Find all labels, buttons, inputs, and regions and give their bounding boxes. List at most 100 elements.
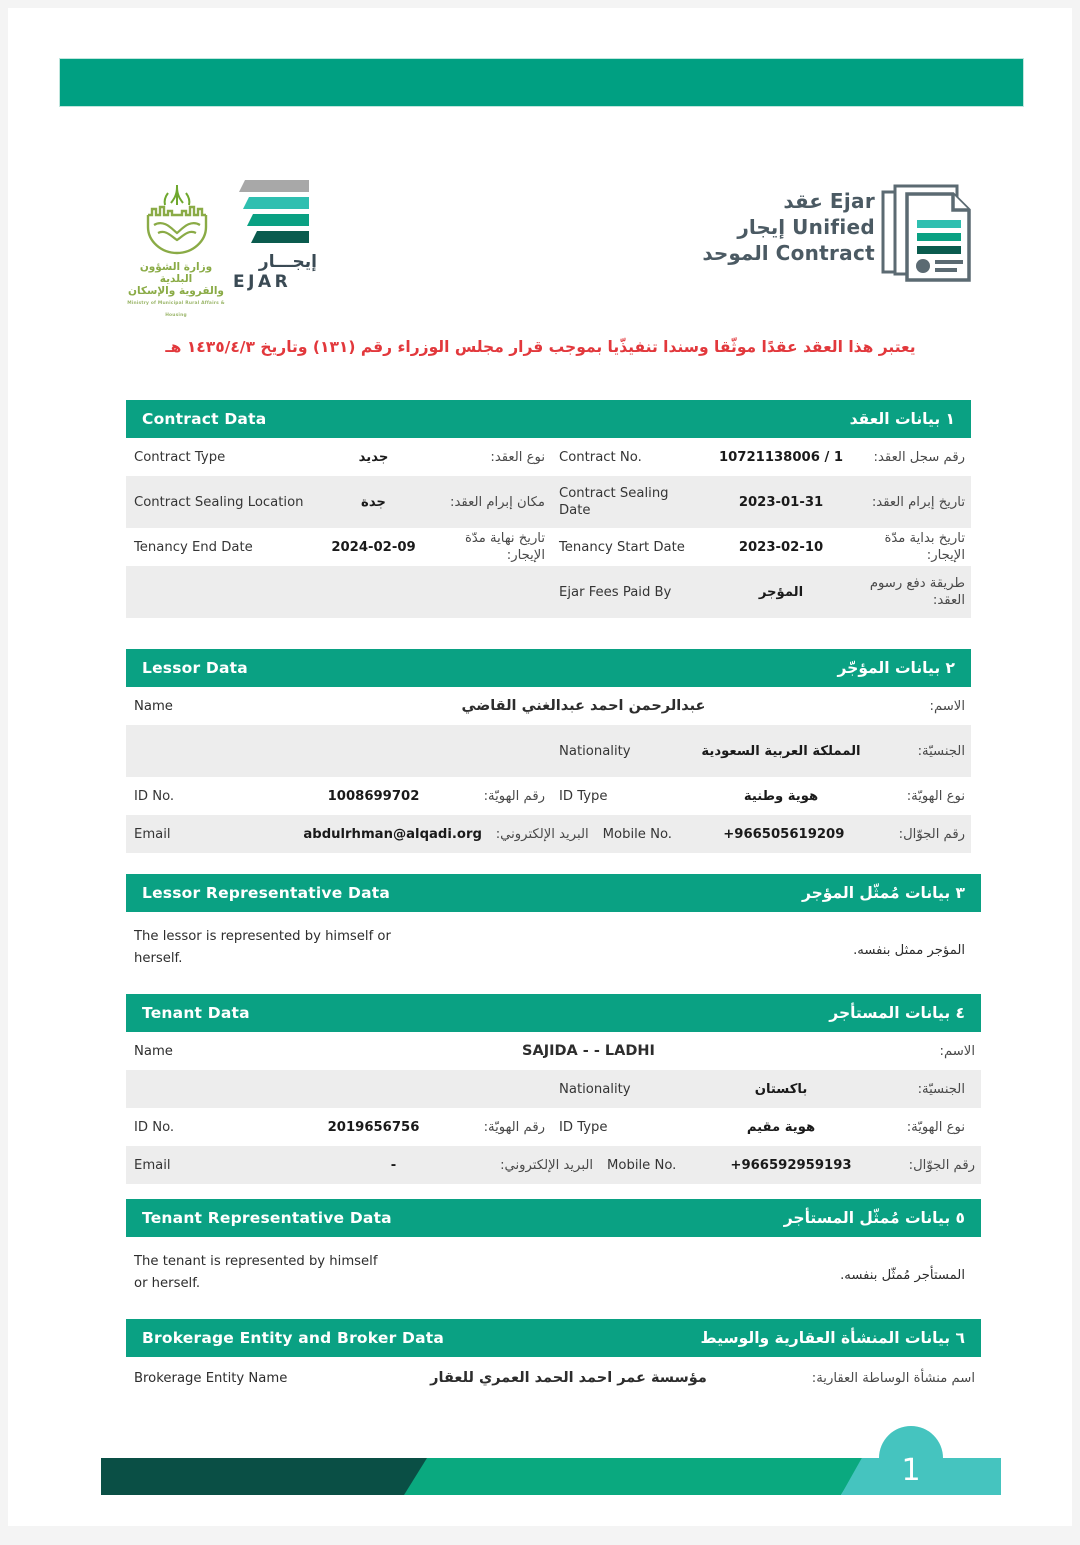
row-label-ar-left: تاريخ نهاية مدّة الإيجار: (464, 531, 545, 563)
row-label-ar-right: رقم الجوّال: (898, 826, 965, 842)
representative-statement-en: The tenant is represented by himself or … (134, 1254, 378, 1291)
row-label-ar-left: البريد الإلكتروني: (495, 826, 589, 842)
section-tenant-representative: Tenant Representative Data ٥ بيانات مُمث… (126, 1199, 981, 1315)
section-title-en: Brokerage Entity and Broker Data (142, 1329, 445, 1347)
ministry-en-line: Ministry of Municipal Rural Affairs & Ho… (127, 301, 225, 318)
page-footer: 1 (93, 1426, 1001, 1500)
section-contract-data: Contract Data ١ بيانات العقد Contract Ty… (126, 400, 971, 618)
row-value-name: SAJIDA - - LADHI (522, 1043, 655, 1059)
footer-bar-mid (404, 1458, 864, 1495)
row-label-ar-left: مكان إبرام العقد: (450, 494, 545, 510)
ejar-logo: إيجـــار EJAR (233, 176, 323, 296)
unified-contract-logo-text: عقد Ejar إيجار Unified الموحد Contract (675, 188, 875, 266)
section-title-ar: ٦ بيانات المنشأة العقارية والوسيط (700, 1329, 966, 1347)
row-value-right: 10721138006 / 1 (718, 449, 844, 465)
row-label-ar-right: اسم منشأة الوساطة العقارية: (811, 1370, 975, 1386)
section-tenant-data: Tenant Data ٤ بيانات المستأجر Name SAJID… (126, 994, 981, 1184)
section-title-en: Lessor Representative Data (142, 884, 391, 902)
ejar-logo-english: EJAR (233, 272, 292, 292)
row-value-left: 1008699702 (327, 788, 420, 804)
row-value-left: abdulrhman@alqadi.org (303, 826, 482, 842)
document-page: وزارة الشؤون البلدية والقروية والإسكان M… (8, 8, 1072, 1526)
row-label-en-left: ID No. (134, 788, 175, 804)
row-label-ar-right: الجنسيّة: (917, 743, 965, 759)
table-row: Contract Sealing Location جدة مكان إبرام… (126, 476, 971, 528)
row-value-name: عبدالرحمن احمد عبدالغني القاضي (461, 698, 706, 714)
row-label-en-left: ID No. (134, 1119, 175, 1135)
table-row: Contract Type جديد نوع العقد: Contract N… (126, 438, 971, 476)
row-label-en-right: ID Type (559, 1119, 608, 1135)
table-row: Ejar Fees Paid By المؤجر طريقة دفع رسوم … (126, 566, 971, 618)
row-value-right: هوية وطنية (743, 788, 819, 804)
page-number: 1 (901, 1453, 921, 1488)
row-label-ar-left: البريد الإلكتروني: (500, 1157, 593, 1173)
section-title-en: Contract Data (142, 410, 267, 428)
section-header-contract-data: Contract Data ١ بيانات العقد (126, 400, 971, 438)
ejar-logo-arabic: إيجـــار (258, 252, 317, 272)
row-label-en-left: Email (134, 1157, 171, 1173)
row-value-right: 2023-01-31 (738, 494, 824, 510)
row-label-ar-right: تاريخ بداية مدّة الإيجار: (884, 531, 965, 563)
row-label-en-right: ID Type (559, 788, 608, 804)
contract-logo-line1: عقد Ejar (783, 189, 875, 213)
table-row-name: Name SAJIDA - - LADHI الاسم: (126, 1032, 981, 1070)
section-lessor-representative: Lessor Representative Data ٣ بيانات مُمث… (126, 874, 981, 990)
row-label-en-left: Email (134, 826, 171, 842)
row-value-right: +966592959193 (730, 1157, 852, 1173)
row-label-en-left: Contract Sealing Location (134, 494, 304, 510)
contract-logo-line2: إيجار Unified (737, 215, 875, 239)
section-title-ar: ٣ بيانات مُمثّل المؤجر (801, 884, 965, 902)
ministry-logo-text: وزارة الشؤون البلدية والقروية والإسكان M… (126, 261, 226, 322)
row-label-ar-left: رقم الهويّة: (483, 1119, 545, 1135)
row-label-ar-right: رقم سجل العقد: (873, 449, 965, 465)
row-value-name: مؤسسة عمر احمد الحمد العمري للعقار (430, 1370, 707, 1386)
row-value-right: باكستان (754, 1081, 808, 1097)
table-row: ID No. 2019656756 رقم الهويّة: ID Type ه… (126, 1108, 981, 1146)
row-label-en-right: Contract No. (559, 449, 642, 465)
section-title-ar: ٢ بيانات المؤجّر (837, 659, 956, 677)
row-label-en-left: Name (134, 698, 173, 714)
footer-bar-dark (101, 1458, 431, 1495)
ministry-ar-line1: وزارة الشؤون البلدية (139, 261, 213, 285)
section-header-tenant-representative: Tenant Representative Data ٥ بيانات مُمث… (126, 1199, 981, 1237)
row-value-left: 2019656756 (327, 1119, 420, 1135)
representative-statement-en: The lessor is represented by himself or … (134, 929, 391, 966)
table-row: Nationality باكستان الجنسيّة: (126, 1070, 981, 1108)
row-label-en-right: Mobile No. (602, 826, 672, 842)
row-label-en-left: Name (134, 1043, 173, 1059)
row-value-left: - (390, 1157, 397, 1173)
row-value-right: 2023-02-10 (738, 539, 824, 555)
saudi-emblem-icon (146, 185, 208, 255)
table-row: Tenancy End Date 2024-02-09 تاريخ نهاية … (126, 528, 971, 566)
logo-header: وزارة الشؤون البلدية والقروية والإسكان M… (118, 176, 998, 318)
row-label-ar-left: رقم الهويّة: (483, 788, 545, 804)
section-header-brokerage-data: Brokerage Entity and Broker Data ٦ بيانا… (126, 1319, 981, 1357)
row-label-ar-right: الاسم: (929, 698, 965, 714)
ministry-ar-line2: والقروية والإسكان (128, 285, 224, 297)
representative-statement-ar: المؤجر ممثل بنفسه. (853, 943, 965, 958)
table-row: Email - البريد الإلكتروني: Mobile No. +9… (126, 1146, 981, 1184)
ministry-logo: وزارة الشؤون البلدية والقروية والإسكان M… (126, 181, 226, 318)
section-title-ar: ٥ بيانات مُمثّل المستأجر (783, 1209, 965, 1227)
row-label-ar-left: نوع العقد: (490, 449, 545, 465)
representative-statement-row: The tenant is represented by himself or … (126, 1237, 981, 1315)
row-value-left: جديد (358, 449, 389, 465)
row-label-en-right: Mobile No. (607, 1157, 677, 1173)
row-label-en-right: Contract Sealing Date (559, 486, 669, 518)
unified-contract-logo: عقد Ejar إيجار Unified الموحد Contract (673, 184, 973, 284)
row-label-ar-right: رقم الجوّال: (908, 1157, 975, 1173)
section-title-en: Tenant Data (142, 1004, 250, 1022)
representative-statement-ar: المستأجر مُمثّل بنفسه. (840, 1268, 965, 1283)
section-title-ar: ٤ بيانات المستأجر (829, 1004, 965, 1022)
row-label-ar-right: الاسم: (939, 1043, 975, 1059)
section-title-en: Lessor Data (142, 659, 248, 677)
row-label-en-right: Nationality (559, 1081, 631, 1097)
section-header-lessor-representative: Lessor Representative Data ٣ بيانات مُمث… (126, 874, 981, 912)
table-row-name: Name عبدالرحمن احمد عبدالغني القاضي الاس… (126, 687, 971, 725)
row-label-ar-right: نوع الهويّة: (906, 788, 965, 804)
row-value-right: +966505619209 (723, 826, 845, 842)
row-value-left: 2024-02-09 (331, 539, 416, 555)
section-header-lessor-data: Lessor Data ٢ بيانات المؤجّر (126, 649, 971, 687)
table-row: Nationality المملكة العربية السعودية الج… (126, 725, 971, 777)
section-lessor-data: Lessor Data ٢ بيانات المؤجّر Name عبدالر… (126, 649, 971, 853)
